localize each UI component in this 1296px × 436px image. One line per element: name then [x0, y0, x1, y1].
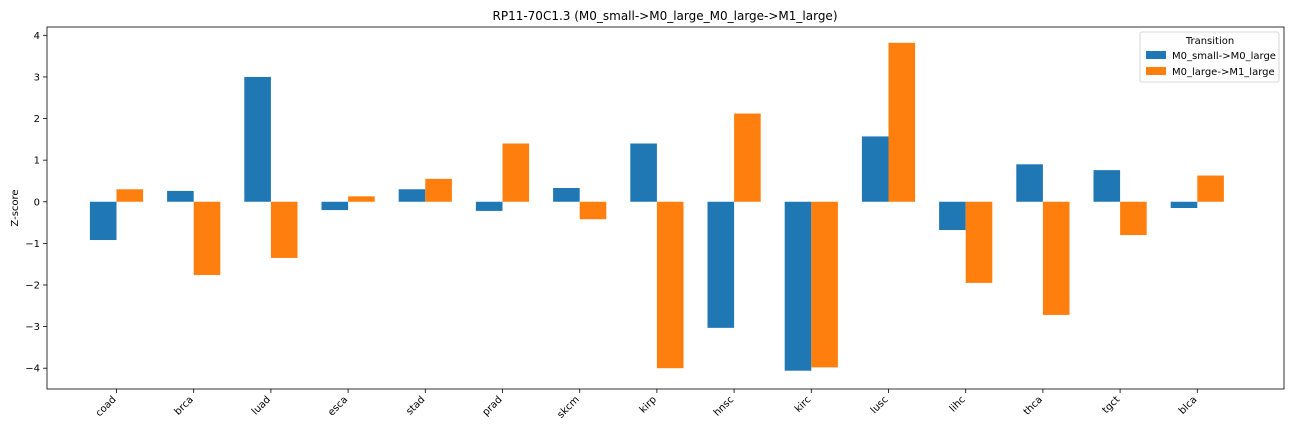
bar-skcm-series-2	[579, 201, 607, 220]
bar-hnsc-series-1	[707, 201, 735, 328]
y-tick-label: −3	[25, 322, 40, 333]
y-tick-label: 0	[34, 197, 40, 208]
chart-title: RP11-70C1.3 (M0_small->M0_large_M0_large…	[493, 9, 838, 23]
y-tick-label: 4	[34, 31, 40, 42]
legend-box	[1139, 31, 1280, 83]
x-tick-label-luad: luad	[250, 394, 273, 417]
x-tick-label-brca: brca	[173, 394, 196, 417]
x-tick-label-kirc: kirc	[793, 394, 813, 414]
bar-kirc-series-1	[784, 201, 812, 371]
x-tick-label-esca: esca	[326, 394, 350, 418]
bar-skcm-series-1	[553, 188, 580, 202]
legend-label-series-1: M0_small->M0_large	[1172, 51, 1276, 62]
plot-frame	[46, 26, 1285, 390]
x-tick-label-thca: thca	[1022, 394, 1045, 417]
y-axis-label: Z-score	[10, 189, 21, 226]
y-tick-label: −1	[25, 239, 40, 250]
x-tick-label-kirp: kirp	[638, 394, 659, 415]
x-tick-label-coad: coad	[94, 394, 119, 419]
legend: Transition M0_small->M0_large M0_large->…	[1139, 31, 1280, 83]
legend-swatch-series-1	[1146, 51, 1166, 59]
y-axis: −4 −3 −2 −1 0 1 2 3 4	[25, 31, 47, 375]
legend-label-series-2: M0_large->M1_large	[1172, 67, 1275, 78]
bar-blca-series-1	[1170, 201, 1198, 208]
bar-luad-series-2	[270, 201, 298, 258]
bar-prad-series-1	[475, 201, 503, 211]
bar-prad-series-2	[502, 143, 530, 202]
bar-hnsc-series-2	[734, 113, 761, 202]
bar-lusc-series-1	[861, 136, 889, 202]
x-tick-label-blca: blca	[1177, 394, 1199, 416]
legend-swatch-series-2	[1146, 67, 1166, 75]
bar-esca-series-1	[321, 201, 349, 211]
bar-kirp-series-2	[656, 201, 684, 369]
x-tick-label-lusc: lusc	[869, 394, 891, 416]
x-tick-label-stad: stad	[404, 394, 427, 417]
y-tick-label: 2	[34, 114, 40, 125]
bar-kirp-series-1	[630, 143, 657, 202]
bar-thca-series-2	[1042, 201, 1070, 315]
x-tick-label-prad: prad	[481, 394, 505, 418]
bar-lihc-series-2	[965, 201, 993, 283]
y-tick-label: −4	[25, 364, 40, 375]
bar-thca-series-1	[1016, 164, 1043, 202]
y-tick-label: 1	[34, 156, 40, 167]
x-tick-label-hnsc: hnsc	[712, 394, 736, 418]
x-tick-label-lihc: lihc	[948, 394, 968, 414]
bar-coad-series-1	[89, 201, 117, 241]
bar-lusc-series-2	[888, 42, 916, 202]
bars-group	[89, 42, 1224, 371]
bar-brca-series-2	[193, 201, 221, 275]
bar-brca-series-1	[167, 190, 194, 202]
bar-tgct-series-2	[1120, 201, 1147, 236]
x-tick-label-tgct: tgct	[1101, 394, 1123, 416]
bar-lihc-series-1	[939, 201, 966, 231]
y-tick-label: 3	[34, 72, 40, 83]
x-axis: coad brca luad esca stad prad skcm kirp hnsc kirc…	[94, 389, 1199, 421]
bar-stad-series-1	[398, 189, 426, 202]
x-tick-label-skcm: skcm	[555, 394, 581, 420]
bar-kirc-series-2	[811, 201, 838, 368]
bar-blca-series-2	[1197, 175, 1224, 202]
bar-esca-series-2	[348, 196, 375, 202]
bar-luad-series-1	[244, 76, 271, 202]
bar-stad-series-2	[425, 178, 452, 202]
y-tick-label: −2	[25, 280, 40, 291]
legend-title: Transition	[1185, 36, 1234, 47]
bar-coad-series-2	[116, 189, 144, 202]
bar-tgct-series-1	[1093, 170, 1121, 202]
